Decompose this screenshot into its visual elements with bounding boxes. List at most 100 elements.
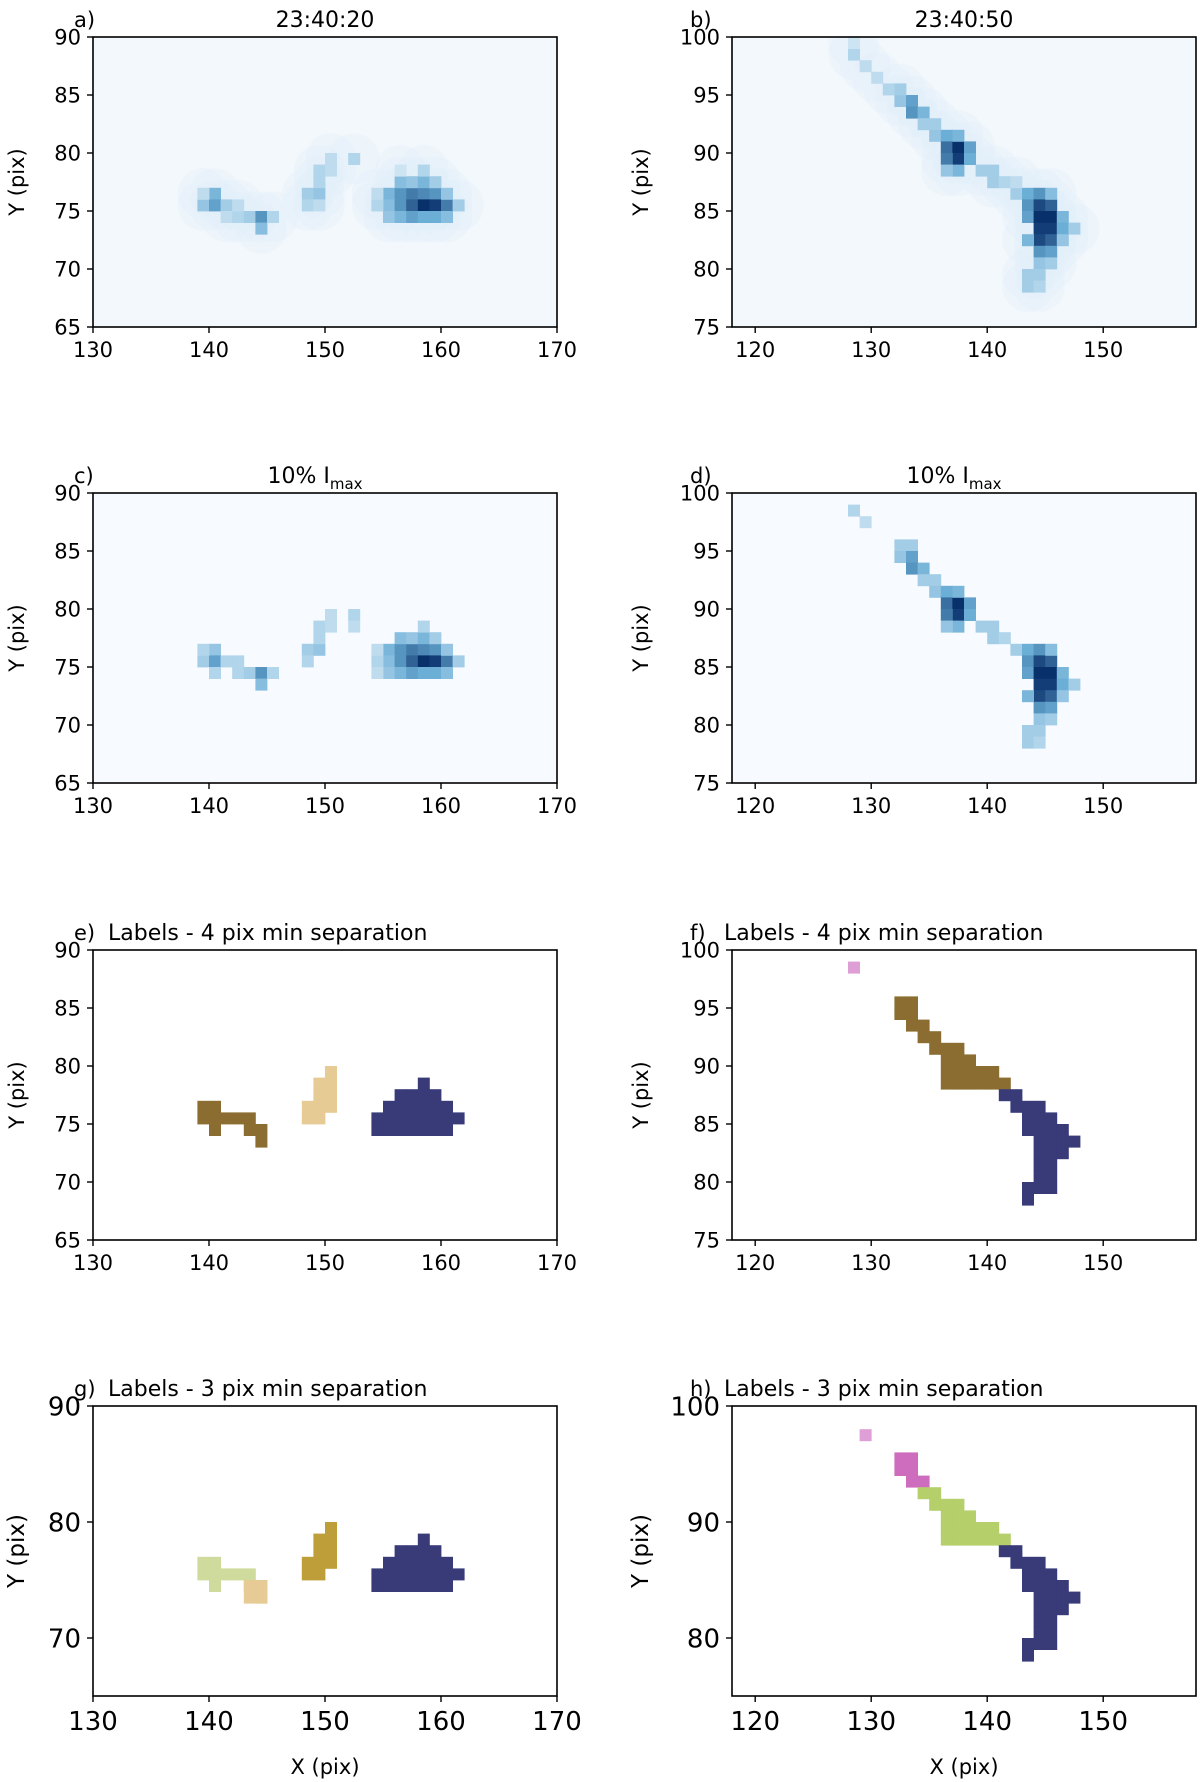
label-cell (383, 1100, 395, 1113)
label-cell (394, 1112, 407, 1125)
label-cell (1010, 1545, 1023, 1558)
heat-cell (1033, 280, 1046, 293)
heat-cell (1068, 678, 1081, 691)
y-tick-label: 85 (54, 540, 81, 564)
label-cell (441, 1568, 453, 1581)
heat-cell (987, 176, 1000, 189)
label-cell (906, 1464, 918, 1476)
heat-cell (197, 199, 210, 212)
plot-background (732, 1406, 1196, 1696)
label-cell (1033, 1100, 1046, 1113)
heat-cell (452, 655, 465, 668)
x-tick-label: 150 (305, 794, 345, 818)
heat-cell (1045, 199, 1058, 212)
heat-cell (952, 585, 965, 598)
label-cell (371, 1580, 384, 1592)
y-tick-label: 95 (693, 997, 720, 1021)
label-cell (325, 1077, 337, 1090)
heat-cell (383, 199, 395, 212)
x-tick-label: 120 (735, 794, 775, 818)
label-cell (383, 1124, 395, 1136)
heat-cell (998, 176, 1011, 189)
plot-background (732, 950, 1196, 1240)
heat-cell (1045, 643, 1058, 656)
heat-cell (1068, 222, 1081, 235)
heat-cell (394, 187, 407, 200)
label-cell (383, 1112, 395, 1125)
label-cell (975, 1533, 988, 1546)
label-cell (301, 1568, 314, 1581)
heat-cell (952, 141, 965, 154)
y-tick-label: 90 (693, 1055, 720, 1079)
heat-cell (952, 129, 965, 142)
label-cell (394, 1545, 407, 1558)
heat-cell (1033, 245, 1046, 258)
label-cell (906, 1008, 918, 1020)
x-tick-label: 130 (68, 1707, 118, 1737)
heat-cell (325, 609, 337, 621)
panel-g: 130 140 150 160 170 70 80 90 Y (pix) X (pix) g) Lab… (4, 1377, 582, 1779)
label-cell (406, 1580, 419, 1592)
x-tick-label: 120 (730, 1707, 780, 1737)
heat-cell (417, 632, 430, 645)
label-cell (917, 1487, 930, 1500)
label-cell (1045, 1170, 1058, 1183)
heat-cell (1022, 269, 1034, 281)
heat-cell (371, 187, 384, 200)
heat-cell (429, 655, 442, 668)
heat-cell (232, 667, 245, 679)
y-tick-label: 75 (693, 316, 720, 340)
heat-cell (243, 667, 256, 679)
label-cell (325, 1089, 337, 1102)
label-cell (1068, 1591, 1081, 1604)
label-cell (243, 1112, 256, 1125)
label-cell (313, 1568, 326, 1581)
panel-title: 23:40:20 (276, 8, 375, 33)
heat-cell (1022, 655, 1034, 668)
axes-frame (731, 949, 1197, 1241)
label-cell (1045, 1603, 1058, 1616)
heat-cell (952, 164, 965, 177)
label-cell (452, 1112, 465, 1125)
label-cell (1045, 1158, 1058, 1171)
label-cell (964, 1533, 976, 1546)
heat-cell (325, 153, 337, 165)
panel-title: Labels - 4 pix min separation (724, 921, 1043, 946)
label-cell (325, 1556, 337, 1569)
heat-cell (220, 199, 233, 212)
panel-title: Labels - 3 pix min separation (724, 1377, 1043, 1402)
x-tick-label: 140 (962, 1707, 1012, 1737)
label-cell (1056, 1580, 1069, 1592)
label-cell (1068, 1135, 1081, 1148)
heat-cell (441, 643, 453, 656)
heat-cell (940, 129, 953, 142)
label-cell (301, 1100, 314, 1113)
label-cell (987, 1533, 1000, 1546)
label-cell (429, 1124, 442, 1136)
label-cell (964, 1077, 976, 1090)
heat-cell (441, 655, 453, 668)
heat-cell (1045, 678, 1058, 691)
heat-cell (1033, 736, 1046, 749)
heat-cell (1056, 222, 1069, 235)
cells (197, 609, 465, 691)
label-cell (1010, 1089, 1023, 1102)
heat-cell (313, 632, 326, 645)
heat-cell (964, 597, 976, 610)
y-tick-label: 90 (54, 482, 81, 506)
label-cell (906, 1019, 918, 1032)
heat-cell (313, 164, 326, 177)
label-cell (301, 1556, 314, 1569)
y-tick-label: 80 (48, 1508, 81, 1538)
heat-cell (313, 176, 326, 189)
heat-cell (1033, 701, 1046, 714)
axes-frame (731, 1405, 1197, 1697)
label-cell (406, 1100, 419, 1113)
x-tick-label: 130 (851, 794, 891, 818)
x-tick-label: 120 (735, 338, 775, 362)
label-cell (1022, 1112, 1034, 1125)
label-cell (394, 1580, 407, 1592)
heat-cell (441, 199, 453, 212)
heat-cell (441, 211, 453, 223)
heat-cell (197, 643, 210, 656)
